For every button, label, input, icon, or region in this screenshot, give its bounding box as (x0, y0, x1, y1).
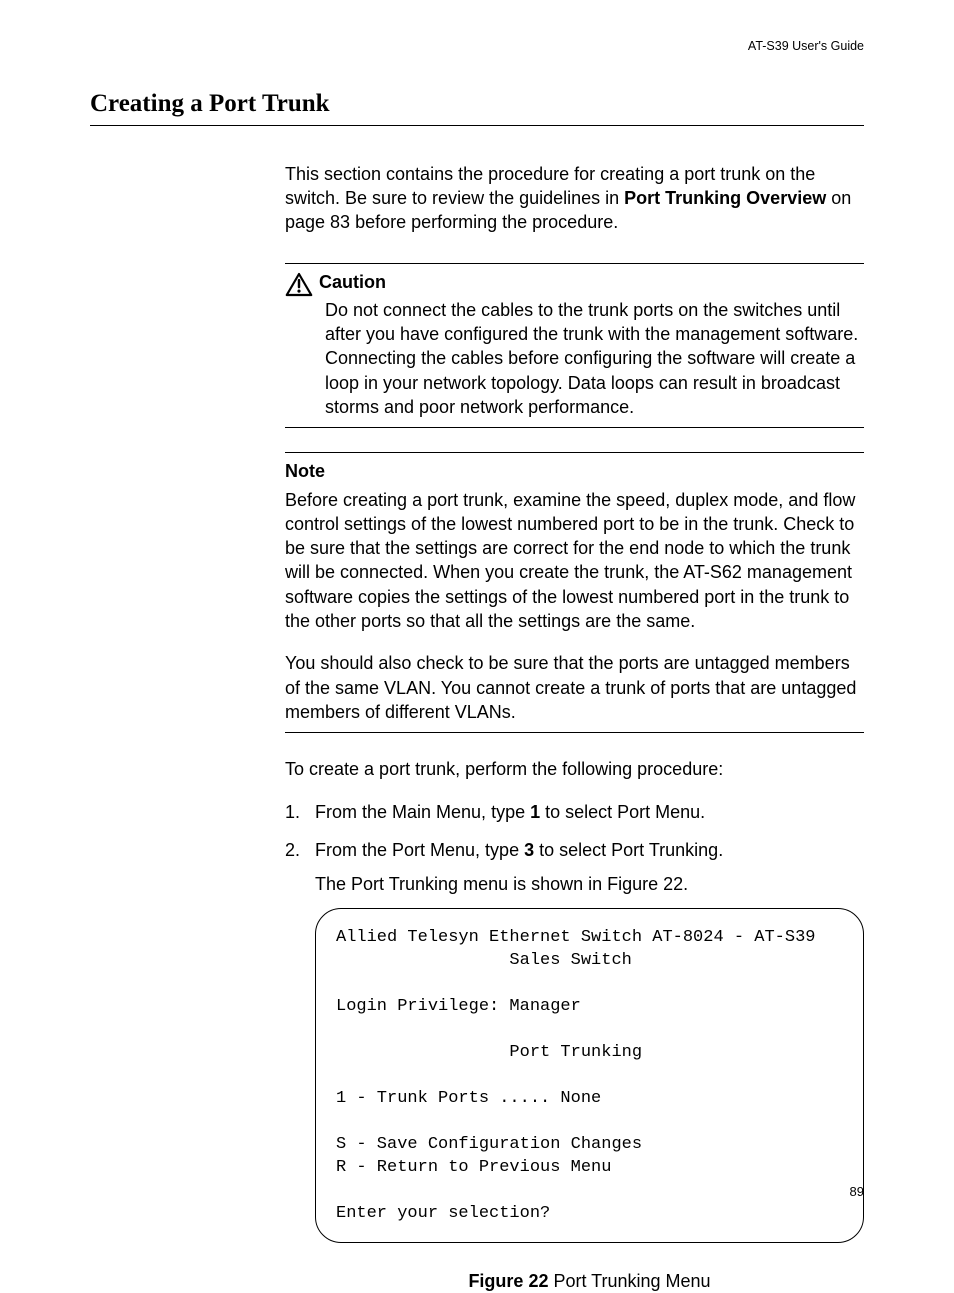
step2-follow: The Port Trunking menu is shown in Figur… (315, 872, 864, 896)
terminal-line3: Login Privilege: Manager (336, 997, 581, 1016)
caution-label: Caution (319, 270, 864, 294)
step1-bold: 1 (530, 802, 540, 822)
step1-post: to select Port Menu. (540, 802, 705, 822)
intro-bold-link: Port Trunking Overview (624, 188, 826, 208)
terminal-line2: Sales Switch (336, 951, 632, 970)
caution-callout: Caution Do not connect the cables to the… (285, 263, 864, 429)
section-intro: This section contains the procedure for … (285, 162, 864, 235)
note-label: Note (285, 459, 864, 483)
page-number: 89 (850, 1183, 864, 1201)
terminal-line6: S - Save Configuration Changes (336, 1135, 642, 1154)
figure-label: Figure 22 (468, 1271, 548, 1291)
section-heading: Creating a Port Trunk (90, 87, 864, 126)
caution-body: Do not connect the cables to the trunk p… (325, 298, 864, 419)
terminal-screen: Allied Telesyn Ethernet Switch AT-8024 -… (315, 908, 864, 1242)
procedure-intro: To create a port trunk, perform the foll… (285, 757, 864, 781)
header-doc-title: AT-S39 User's Guide (90, 38, 864, 55)
caution-icon (285, 272, 313, 297)
step1-pre: From the Main Menu, type (315, 802, 530, 822)
note-para2: You should also check to be sure that th… (285, 651, 864, 724)
procedure-steps: From the Main Menu, type 1 to select Por… (285, 800, 864, 1293)
step-1: From the Main Menu, type 1 to select Por… (285, 800, 864, 824)
step2-bold: 3 (524, 840, 534, 860)
step2-pre: From the Port Menu, type (315, 840, 524, 860)
figure-caption-text: Port Trunking Menu (548, 1271, 710, 1291)
terminal-line5: 1 - Trunk Ports ..... None (336, 1089, 601, 1108)
terminal-line7: R - Return to Previous Menu (336, 1158, 611, 1177)
step2-post: to select Port Trunking. (534, 840, 723, 860)
terminal-line1: Allied Telesyn Ethernet Switch AT-8024 -… (336, 928, 815, 947)
step-2: From the Port Menu, type 3 to select Por… (285, 838, 864, 1293)
terminal-line4: Port Trunking (336, 1043, 642, 1062)
note-callout: Note Before creating a port trunk, exami… (285, 452, 864, 733)
figure-caption: Figure 22 Port Trunking Menu (315, 1269, 864, 1293)
terminal-line8: Enter your selection? (336, 1204, 550, 1223)
note-para1: Before creating a port trunk, examine th… (285, 488, 864, 634)
